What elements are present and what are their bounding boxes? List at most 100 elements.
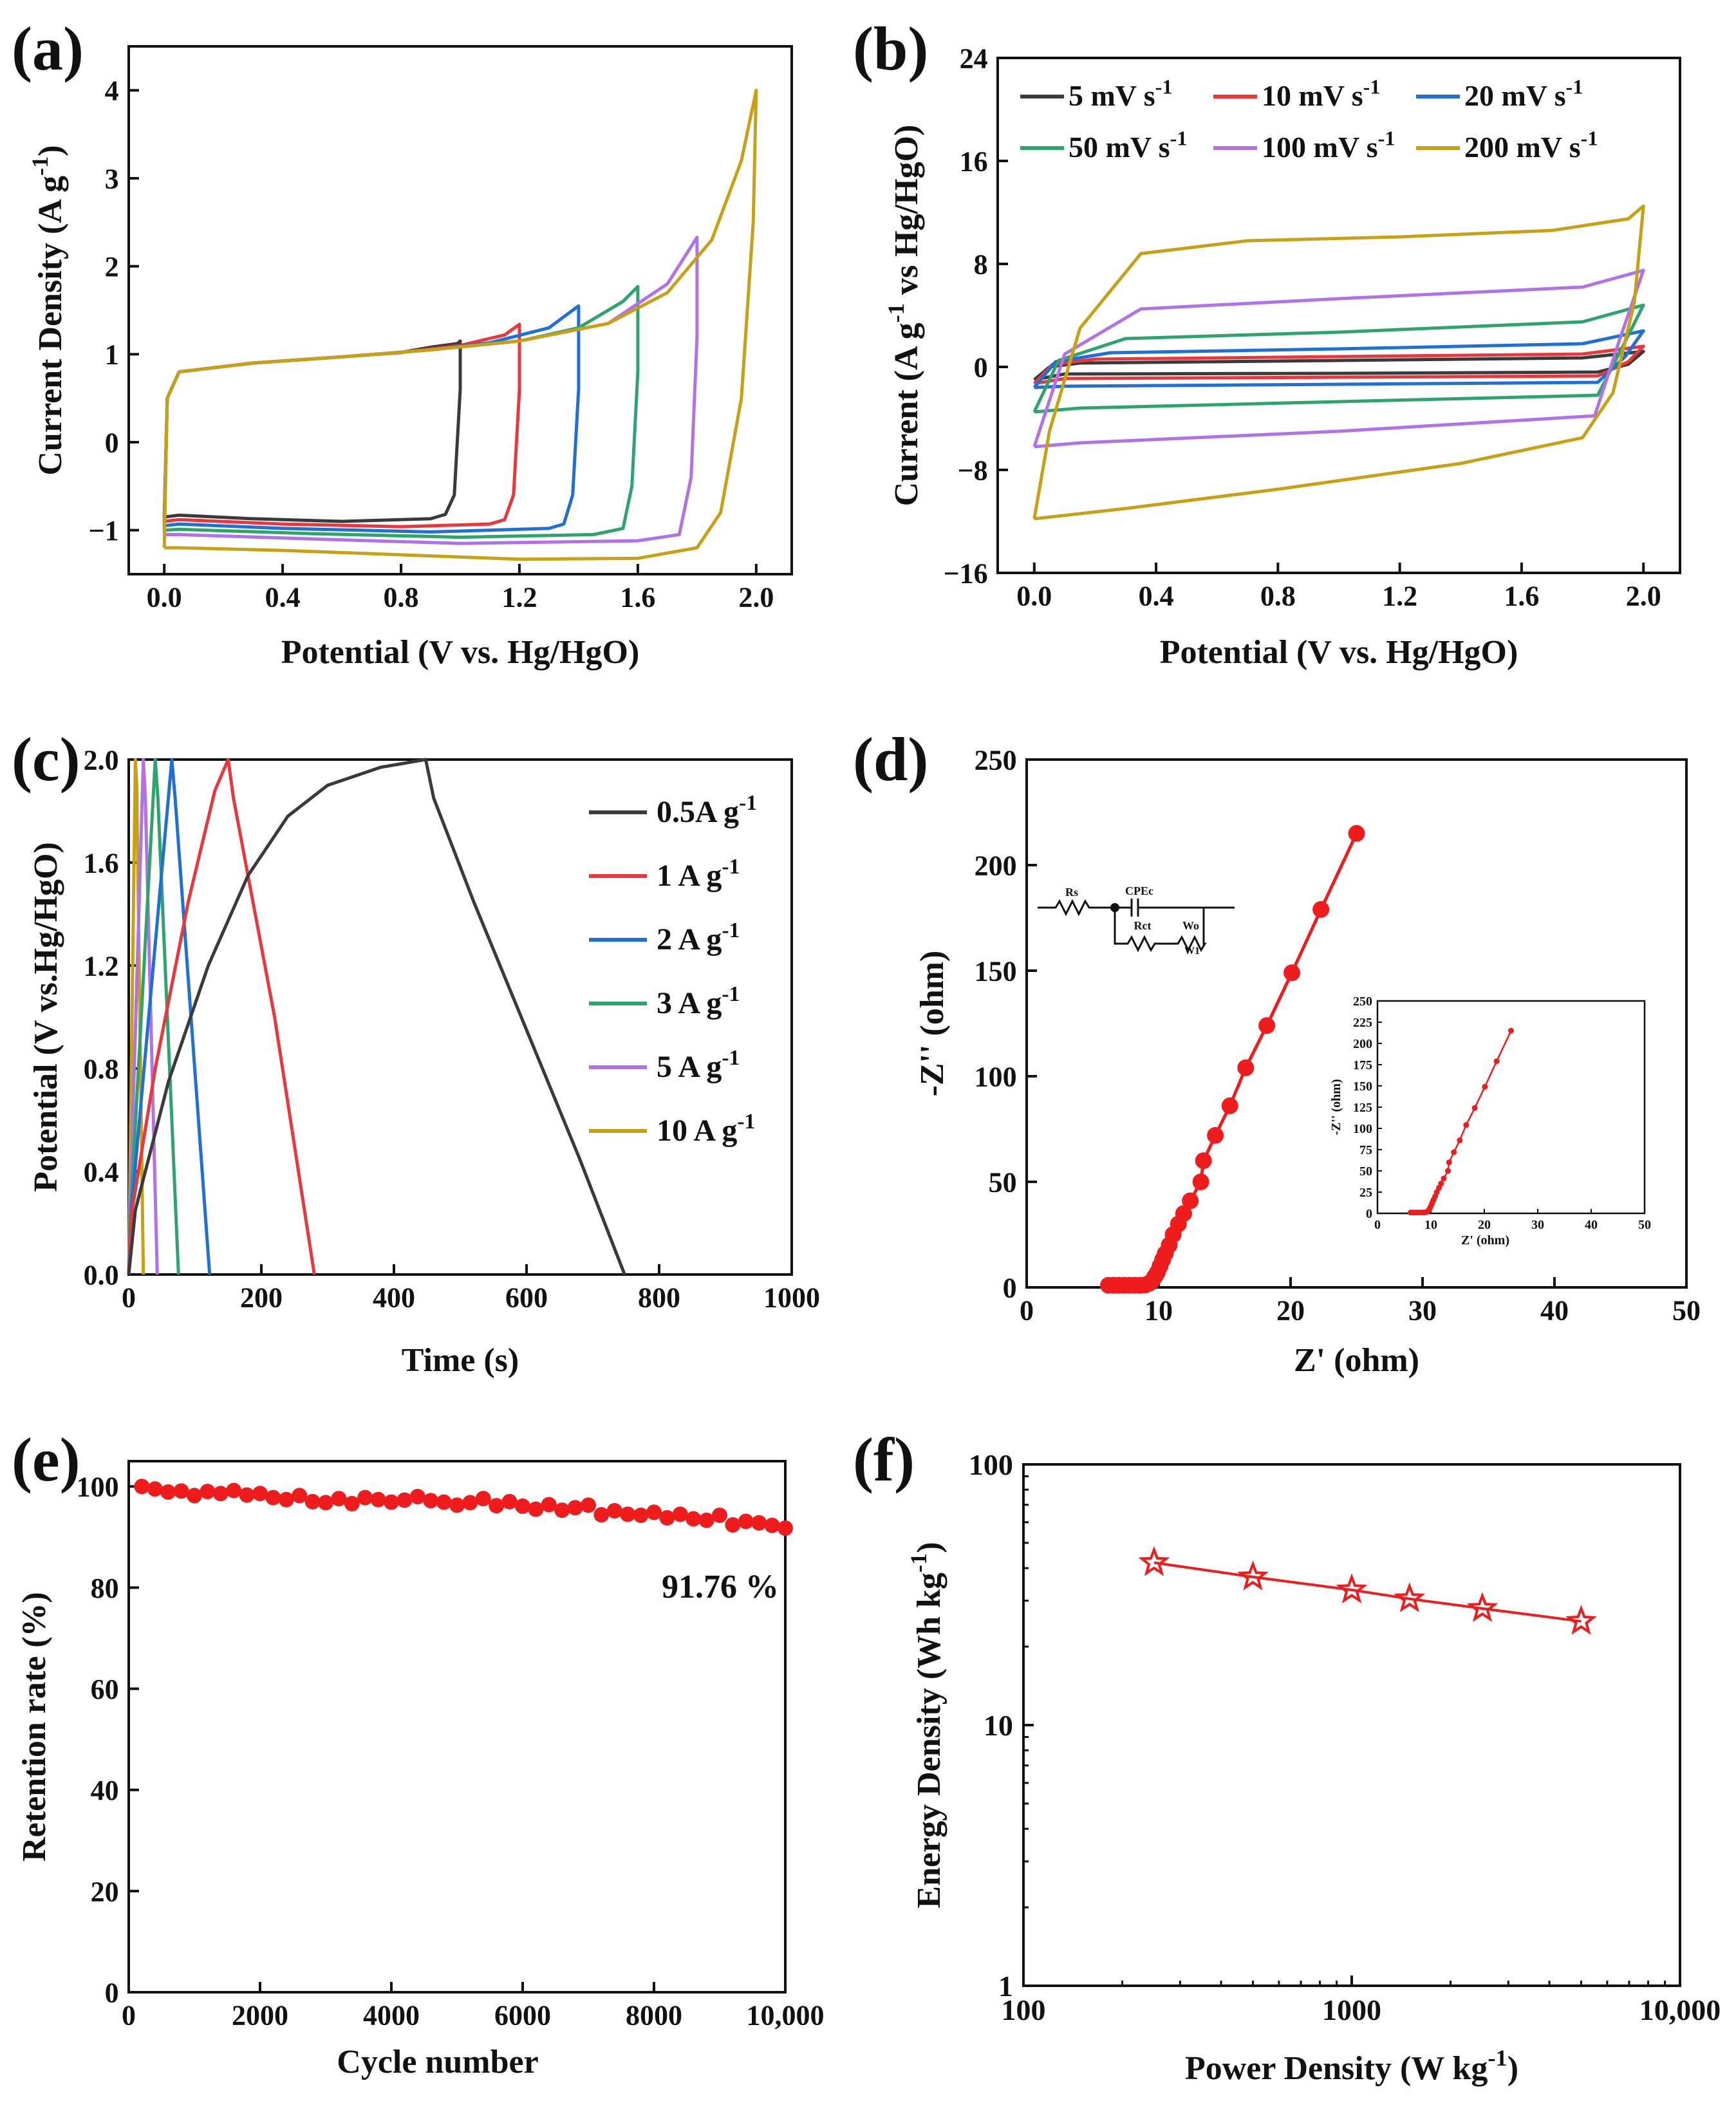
x-tick-label-e: 4000 [363, 2000, 420, 2031]
legend-label-c: 10 A g-1 [657, 1110, 755, 1148]
inset-plot-d: 0 10 20 30 40 50 0 25 50 75 100 125 150 175 200 225 250 Z… [1329, 994, 1651, 1247]
inset-x-tick-label: 10 [1424, 1218, 1437, 1232]
cv-curve-a [162, 285, 640, 539]
legend-label-c-main: 1 A g [657, 859, 722, 893]
legend-label-c-sup: -1 [737, 1110, 755, 1134]
y-axis-label-b: Current (A g-1 vs Hg/HgO) [883, 125, 925, 507]
plot-frame-c [127, 758, 793, 1276]
x-axis-label-f: Power Density (W kg-1) [1185, 2045, 1518, 2087]
ragone-star-f [1336, 1573, 1368, 1603]
retention-point-e [751, 1515, 767, 1531]
y-tick-label-b: 24 [960, 42, 988, 74]
retention-point-e [620, 1506, 636, 1522]
legend-label-c-sup: -1 [722, 855, 740, 879]
y-tick-label-b: 0 [974, 351, 988, 383]
y-tick-label-e: 20 [91, 1876, 119, 1907]
resistor-rs [1038, 899, 1115, 917]
y-tick-label-b: −8 [958, 454, 988, 486]
x-tick-label-c: 800 [638, 1282, 680, 1314]
plot-frame-a [127, 45, 793, 575]
x-tick-label-a: 1.6 [620, 582, 655, 613]
y-tick-label-c: 1.6 [84, 847, 119, 879]
y-tick-label-b: 8 [974, 248, 988, 280]
x-tick-label-d: 10 [1144, 1295, 1173, 1327]
plot-frame-d [1025, 758, 1688, 1289]
inset-y-tick-label: 100 [1353, 1122, 1372, 1136]
retention-point-e [593, 1507, 610, 1523]
legend-label-b: 20 mV s-1 [1464, 75, 1583, 112]
ragone-star-f [1138, 1545, 1170, 1576]
panel-label-a: (a) [12, 14, 84, 83]
inset-eis-point [1471, 1105, 1478, 1111]
x-tick-label-b: 1.6 [1504, 581, 1539, 612]
legend-label-c-main: 3 A g [657, 986, 722, 1020]
inset-eis-point [1445, 1168, 1451, 1174]
legend-label-b-main: 10 mV s [1262, 79, 1363, 112]
cpe-element [1115, 899, 1235, 917]
x-tick-label-a: 2.0 [738, 582, 774, 613]
eis-point-d [1175, 1205, 1192, 1222]
y-tick-label-a: 2 [105, 251, 119, 283]
x-tick-label-d: 20 [1276, 1295, 1305, 1327]
circuit-label-cpe: CPEc [1125, 884, 1153, 897]
retention-point-e [252, 1486, 268, 1502]
retention-point-e [698, 1512, 714, 1528]
x-tick-label-c: 1000 [763, 1282, 820, 1314]
y-tick-label-a: 4 [105, 75, 119, 107]
inset-x-tick-label: 30 [1531, 1218, 1544, 1232]
eis-point-d [1312, 901, 1330, 918]
inset-x-tick-label: 40 [1585, 1218, 1598, 1232]
inset-y-tick-label: 225 [1353, 1016, 1372, 1030]
legend-label-c: 1 A g-1 [657, 855, 740, 893]
x-tick-label-c: 600 [505, 1282, 548, 1314]
eis-point-d [1195, 1152, 1212, 1170]
y-tick-label-e: 40 [91, 1775, 119, 1806]
legend-label-c: 0.5A g-1 [657, 791, 757, 829]
cv-curve-b [1032, 204, 1645, 521]
y-axis-label-b-tail: vs Hg/HgO) [888, 125, 925, 303]
retention-point-e [292, 1488, 308, 1504]
panel-label-c: (c) [12, 725, 80, 794]
y-tick-label-c: 0.0 [84, 1259, 119, 1291]
y-axis-label-f-sup: -1 [906, 1553, 931, 1573]
eis-point-d [1258, 1017, 1276, 1034]
cv-curve-a [162, 236, 699, 545]
ragone-star-f [1466, 1592, 1498, 1622]
x-tick-label-e: 10,000 [747, 2000, 825, 2031]
inset-eis-point [1446, 1159, 1452, 1166]
retention-point-e [659, 1510, 675, 1526]
retention-point-e [278, 1491, 294, 1508]
retention-point-e [423, 1493, 439, 1509]
inset-y-tick-label: 50 [1359, 1164, 1372, 1179]
x-tick-label-c: 200 [240, 1282, 283, 1314]
cv-curve-a [162, 322, 521, 528]
circuit-label-rs: Rs [1065, 886, 1078, 899]
panel-label-b: (b) [853, 14, 928, 83]
legend-label-b-sup: -1 [1170, 127, 1188, 150]
y-tick-label-e: 80 [91, 1573, 119, 1604]
inset-x-tick-label: 50 [1638, 1218, 1651, 1232]
retention-point-e [134, 1479, 150, 1495]
legend-label-b-main: 100 mV s [1262, 131, 1378, 163]
legend-label-b-sup: -1 [1363, 75, 1381, 98]
legend-label-b-main: 200 mV s [1464, 131, 1581, 163]
x-axis-label-c: Time (s) [402, 1342, 519, 1379]
retention-point-e [633, 1508, 649, 1524]
cv-curve-b [1032, 344, 1645, 386]
x-axis-label-b: Potential (V vs. Hg/HgO) [1160, 634, 1518, 671]
legend-label-b-sup: -1 [1378, 127, 1395, 150]
retention-point-e [489, 1498, 505, 1514]
x-tick-label-e: 8000 [626, 2000, 682, 2031]
legend-label-c: 2 A g-1 [657, 919, 740, 957]
x-tick-label-d: 30 [1408, 1295, 1437, 1327]
eis-point-d [1207, 1126, 1224, 1144]
retention-point-e [712, 1508, 727, 1524]
retention-point-e [212, 1486, 229, 1502]
y-tick-label-a: 1 [105, 339, 119, 371]
eis-point-d [1348, 825, 1365, 842]
inset-y-tick-label: 150 [1353, 1079, 1372, 1094]
retention-point-e [409, 1489, 425, 1504]
legend-label-c-sup: -1 [722, 919, 740, 942]
inset-frame-d [1376, 1000, 1646, 1215]
inset-eis-point [1463, 1122, 1470, 1128]
